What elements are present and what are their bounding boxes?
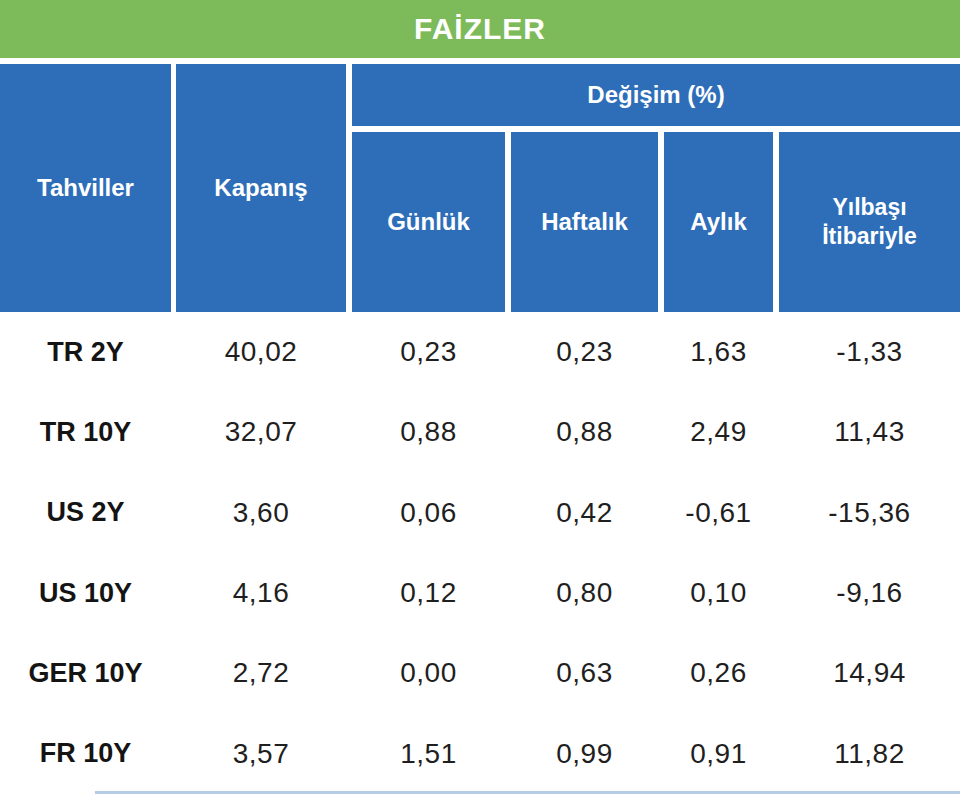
bond-label: FR 10Y bbox=[0, 738, 171, 769]
daily-change-value: 0,00 bbox=[352, 657, 505, 689]
monthly-change-value: 2,49 bbox=[664, 416, 773, 448]
column-header-close-label: Kapanış bbox=[214, 174, 307, 202]
weekly-change-value: 0,88 bbox=[511, 416, 658, 448]
column-header-ytd-label: Yılbaşı İtibariyle bbox=[797, 193, 942, 251]
close-value: 2,72 bbox=[176, 657, 346, 689]
column-header-bonds-label: Tahviller bbox=[37, 174, 134, 202]
monthly-change-value: 1,63 bbox=[664, 336, 773, 368]
table-row: GER 10Y 2,72 0,00 0,63 0,26 14,94 bbox=[0, 633, 960, 713]
daily-change-value: 0,88 bbox=[352, 416, 505, 448]
column-header-monthly: Aylık bbox=[664, 132, 773, 312]
column-header-change-group: Değişim (%) bbox=[352, 64, 960, 126]
daily-change-value: 0,23 bbox=[352, 336, 505, 368]
table-row: US 2Y 3,60 0,06 0,42 -0,61 -15,36 bbox=[0, 473, 960, 553]
close-value: 3,60 bbox=[176, 497, 346, 529]
ytd-change-value: 11,43 bbox=[779, 416, 960, 448]
table-header: Tahviller Kapanış Değişim (%) Günlük Haf… bbox=[0, 64, 960, 312]
daily-change-value: 1,51 bbox=[352, 738, 505, 770]
column-header-close: Kapanış bbox=[176, 64, 346, 312]
weekly-change-value: 0,23 bbox=[511, 336, 658, 368]
monthly-change-value: -0,61 bbox=[664, 497, 773, 529]
bond-label: US 2Y bbox=[0, 497, 171, 528]
weekly-change-value: 0,42 bbox=[511, 497, 658, 529]
column-header-daily: Günlük bbox=[352, 132, 505, 312]
column-header-weekly-label: Haftalık bbox=[541, 208, 628, 236]
daily-change-value: 0,06 bbox=[352, 497, 505, 529]
ytd-change-value: -1,33 bbox=[779, 336, 960, 368]
weekly-change-value: 0,80 bbox=[511, 577, 658, 609]
table-row: US 10Y 4,16 0,12 0,80 0,10 -9,16 bbox=[0, 553, 960, 633]
close-value: 3,57 bbox=[176, 738, 346, 770]
weekly-change-value: 0,99 bbox=[511, 738, 658, 770]
column-header-weekly: Haftalık bbox=[511, 132, 658, 312]
bond-label: TR 2Y bbox=[0, 337, 171, 368]
close-value: 32,07 bbox=[176, 416, 346, 448]
table-row: TR 2Y 40,02 0,23 0,23 1,63 -1,33 bbox=[0, 312, 960, 392]
bond-label: GER 10Y bbox=[0, 658, 171, 689]
bond-label: US 10Y bbox=[0, 578, 171, 609]
title-bar: FAİZLER bbox=[0, 0, 960, 58]
table-row: TR 10Y 32,07 0,88 0,88 2,49 11,43 bbox=[0, 392, 960, 472]
monthly-change-value: 0,26 bbox=[664, 657, 773, 689]
ytd-change-value: 14,94 bbox=[779, 657, 960, 689]
rates-table-panel: FAİZLER Tahviller Kapanış Değişim (%) Gü… bbox=[0, 0, 960, 794]
daily-change-value: 0,12 bbox=[352, 577, 505, 609]
page-title: FAİZLER bbox=[414, 12, 546, 46]
ytd-change-value: -15,36 bbox=[779, 497, 960, 529]
column-header-change-group-label: Değişim (%) bbox=[587, 81, 724, 109]
table-body: TR 2Y 40,02 0,23 0,23 1,63 -1,33 TR 10Y … bbox=[0, 312, 960, 794]
column-header-monthly-label: Aylık bbox=[690, 208, 746, 236]
close-value: 4,16 bbox=[176, 577, 346, 609]
column-header-daily-label: Günlük bbox=[387, 208, 470, 236]
column-header-bonds: Tahviller bbox=[0, 64, 171, 312]
close-value: 40,02 bbox=[176, 336, 346, 368]
monthly-change-value: 0,10 bbox=[664, 577, 773, 609]
weekly-change-value: 0,63 bbox=[511, 657, 658, 689]
ytd-change-value: -9,16 bbox=[779, 577, 960, 609]
column-header-ytd: Yılbaşı İtibariyle bbox=[779, 132, 960, 312]
table-row: FR 10Y 3,57 1,51 0,99 0,91 11,82 bbox=[0, 714, 960, 794]
monthly-change-value: 0,91 bbox=[664, 738, 773, 770]
ytd-change-value: 11,82 bbox=[779, 738, 960, 770]
bond-label: TR 10Y bbox=[0, 417, 171, 448]
